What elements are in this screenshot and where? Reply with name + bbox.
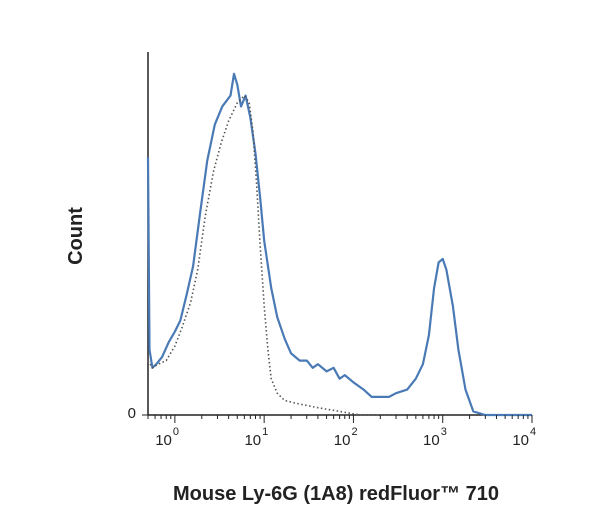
x-tick-base: 10 <box>155 432 172 449</box>
x-tick-base: 10 <box>244 432 261 449</box>
x-tick-base: 10 <box>334 432 351 449</box>
x-tick-exponent: 3 <box>441 426 447 438</box>
x-tick-exponent: 2 <box>351 426 357 438</box>
series-line-dotted <box>147 94 396 416</box>
x-axis-ticks: 10 0 10 1 10 2 10 3 10 4 <box>147 415 536 449</box>
y-axis-title: Count <box>65 207 87 265</box>
x-tick-base: 10 <box>423 432 440 449</box>
x-tick-label: 10 1 <box>244 426 268 449</box>
x-tick-exponent: 1 <box>262 426 268 438</box>
y-tick-label: 0 <box>128 405 136 422</box>
x-tick-label: 10 3 <box>423 426 447 449</box>
plot-frame <box>147 52 532 416</box>
x-axis-title: Mouse Ly-6G (1A8) redFluor™ 710 <box>173 483 499 505</box>
x-tick-base: 10 <box>512 432 529 449</box>
series-layer <box>146 72 532 417</box>
x-tick-label: 10 2 <box>334 426 358 449</box>
x-tick-label: 10 4 <box>512 426 536 449</box>
series-line-solid <box>146 72 532 417</box>
x-tick-exponent: 0 <box>173 426 179 438</box>
x-tick-exponent: 4 <box>530 426 536 438</box>
x-tick-label: 10 0 <box>155 426 179 449</box>
y-axis-ticks: 0 <box>128 405 148 422</box>
